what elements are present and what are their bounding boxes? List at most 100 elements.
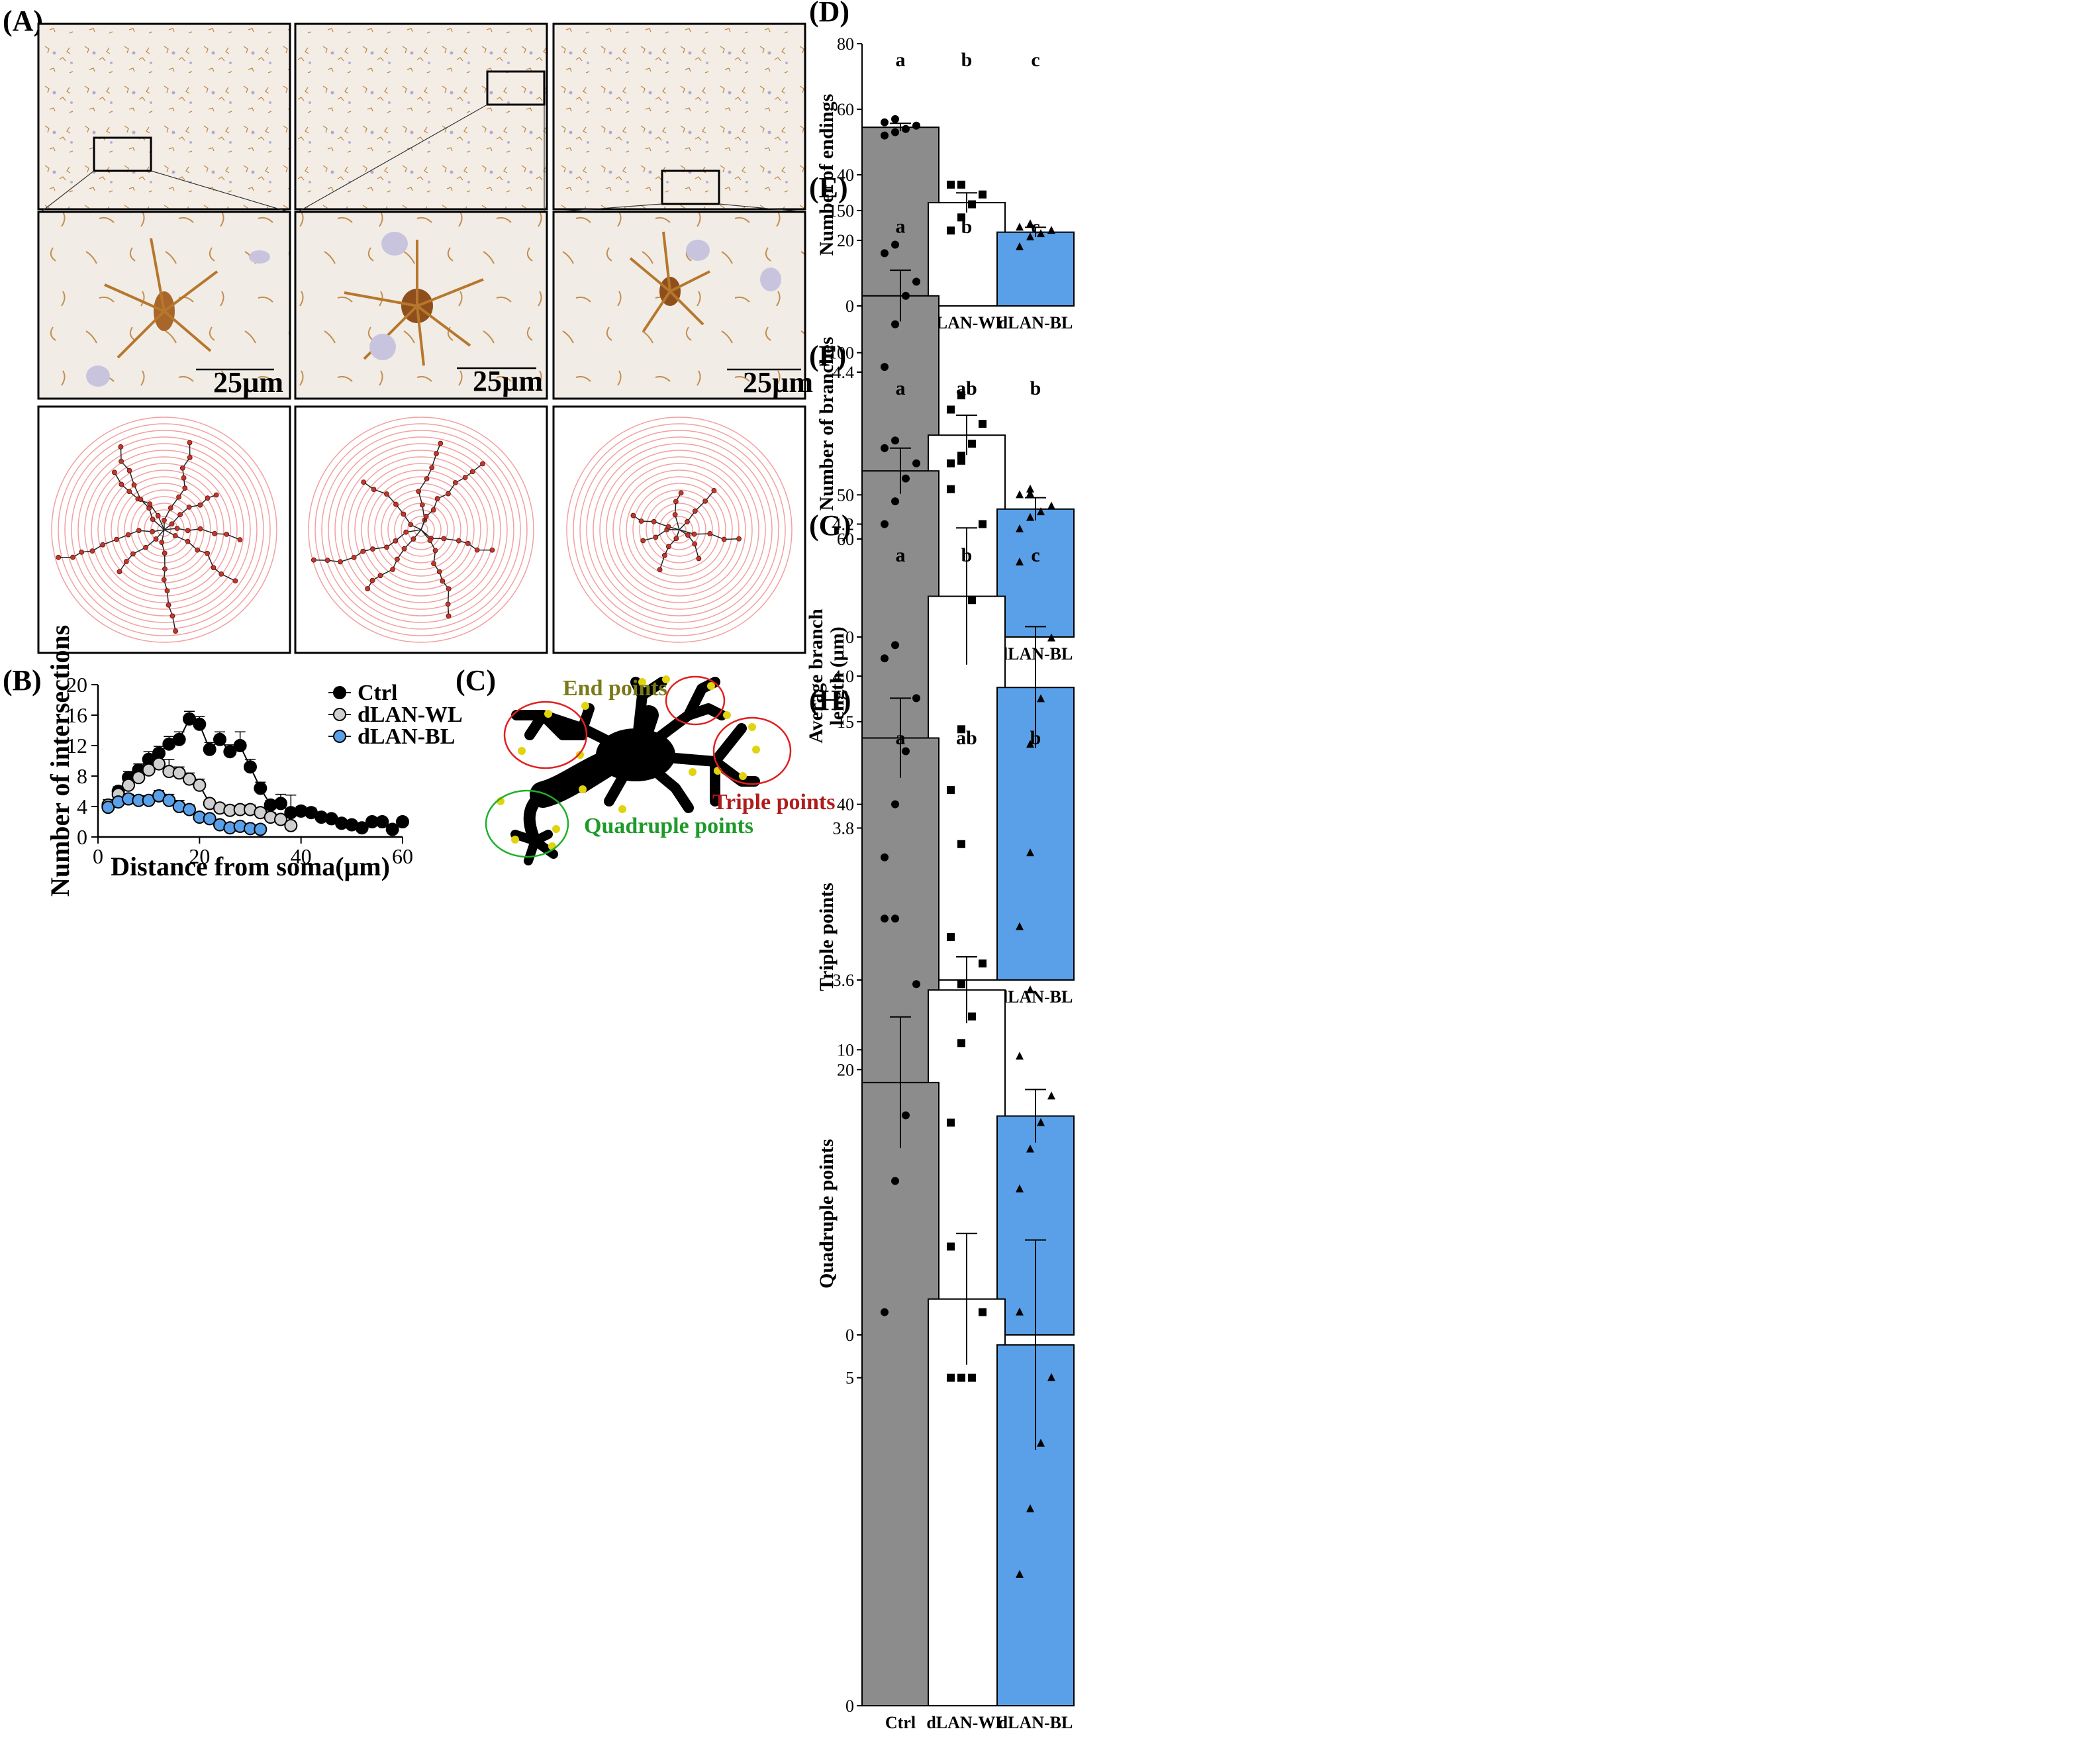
sholl-ring — [387, 496, 455, 564]
y-tick-label: 5 — [845, 1369, 854, 1388]
significance-letter: a — [896, 727, 906, 749]
data-point — [947, 405, 955, 414]
node-marker — [480, 461, 485, 467]
data-point — [274, 797, 287, 810]
data-point — [947, 1373, 955, 1382]
node-marker — [162, 566, 168, 572]
bar — [928, 202, 1006, 307]
significance-letter: b — [1030, 727, 1041, 749]
data-point — [891, 1177, 899, 1185]
bar — [996, 508, 1075, 638]
data-point — [912, 121, 920, 130]
node-marker — [702, 498, 708, 504]
node-marker — [678, 490, 684, 496]
data-point — [1026, 484, 1034, 493]
data-point — [1037, 229, 1045, 238]
node-marker — [131, 482, 137, 488]
data-point — [355, 821, 369, 835]
scale-bar-label: 25µm — [473, 365, 543, 397]
sholl-ring — [573, 423, 786, 636]
cell-tracing — [56, 440, 243, 634]
significance-letter: a — [896, 377, 906, 399]
data-point — [142, 763, 156, 777]
data-point — [957, 840, 965, 848]
node-marker — [338, 559, 343, 565]
node-marker — [456, 538, 461, 544]
panel-label-B: (B) — [3, 664, 42, 697]
data-point — [183, 772, 196, 786]
node-marker — [474, 547, 480, 553]
y-tick-label: 0 — [845, 1696, 854, 1716]
node-marker — [673, 499, 679, 505]
y-tick-label: 20 — [66, 673, 87, 697]
node-marker — [130, 551, 136, 557]
node-marker — [143, 544, 149, 550]
node-marker — [434, 496, 440, 501]
data-point — [396, 815, 409, 828]
data-point — [947, 180, 955, 189]
node-marker — [369, 577, 375, 583]
data-point — [891, 240, 899, 249]
data-point — [183, 712, 196, 726]
data-point — [1037, 507, 1045, 516]
dendrite-path — [679, 529, 700, 559]
dendrite-path — [313, 529, 422, 563]
sholl-ctrl — [37, 405, 291, 654]
bar — [996, 231, 1075, 307]
y-axis-label: Quadruple points — [816, 1139, 838, 1289]
sholl-ring — [374, 483, 468, 577]
data-point — [132, 771, 146, 785]
node-marker — [651, 518, 657, 524]
node-marker — [432, 548, 438, 554]
data-point — [183, 803, 196, 816]
data-point — [1037, 1118, 1045, 1126]
data-point — [947, 786, 955, 795]
node-marker — [136, 528, 142, 534]
node-marker — [445, 601, 451, 607]
data-point — [1016, 1569, 1024, 1578]
node-marker — [211, 565, 217, 571]
node-marker — [369, 546, 375, 552]
significance-letter: c — [1031, 544, 1039, 566]
panel-label-D: (D) — [809, 0, 849, 28]
node-marker — [185, 538, 191, 544]
scale-bar-label: 25µm — [743, 366, 813, 399]
x-tick-label: 20 — [189, 844, 210, 868]
bar — [996, 687, 1075, 981]
data-point — [912, 459, 920, 467]
node-marker — [126, 489, 132, 495]
node-marker — [146, 505, 152, 511]
node-marker — [434, 451, 439, 457]
data-point — [957, 391, 965, 400]
node-marker — [696, 556, 702, 562]
node-marker — [213, 492, 219, 498]
node-marker — [123, 559, 129, 564]
sholl-ring — [321, 430, 521, 630]
sholl-ring — [619, 469, 740, 590]
sholl-ring — [414, 522, 428, 537]
sholl-ring — [606, 456, 753, 603]
data-point — [1016, 490, 1024, 499]
node-marker — [384, 544, 389, 550]
node-marker — [117, 569, 122, 575]
node-marker — [692, 509, 698, 514]
legend-marker — [333, 686, 346, 699]
data-point — [1047, 633, 1055, 642]
data-point — [193, 778, 207, 792]
data-point — [947, 1118, 955, 1127]
significance-letter: ab — [956, 727, 977, 749]
sholl-ring — [407, 516, 435, 544]
node-marker — [384, 491, 389, 497]
sholl-ring — [97, 463, 231, 597]
sholl-ring — [632, 483, 726, 577]
y-tick-label: 20 — [837, 1060, 854, 1079]
data-point — [891, 436, 899, 445]
node-marker — [416, 489, 422, 495]
node-marker — [377, 573, 383, 579]
node-marker — [195, 547, 201, 553]
node-marker — [489, 547, 495, 553]
node-marker — [177, 512, 183, 518]
node-marker — [736, 536, 742, 542]
node-marker — [365, 586, 371, 591]
data-point — [375, 815, 389, 828]
